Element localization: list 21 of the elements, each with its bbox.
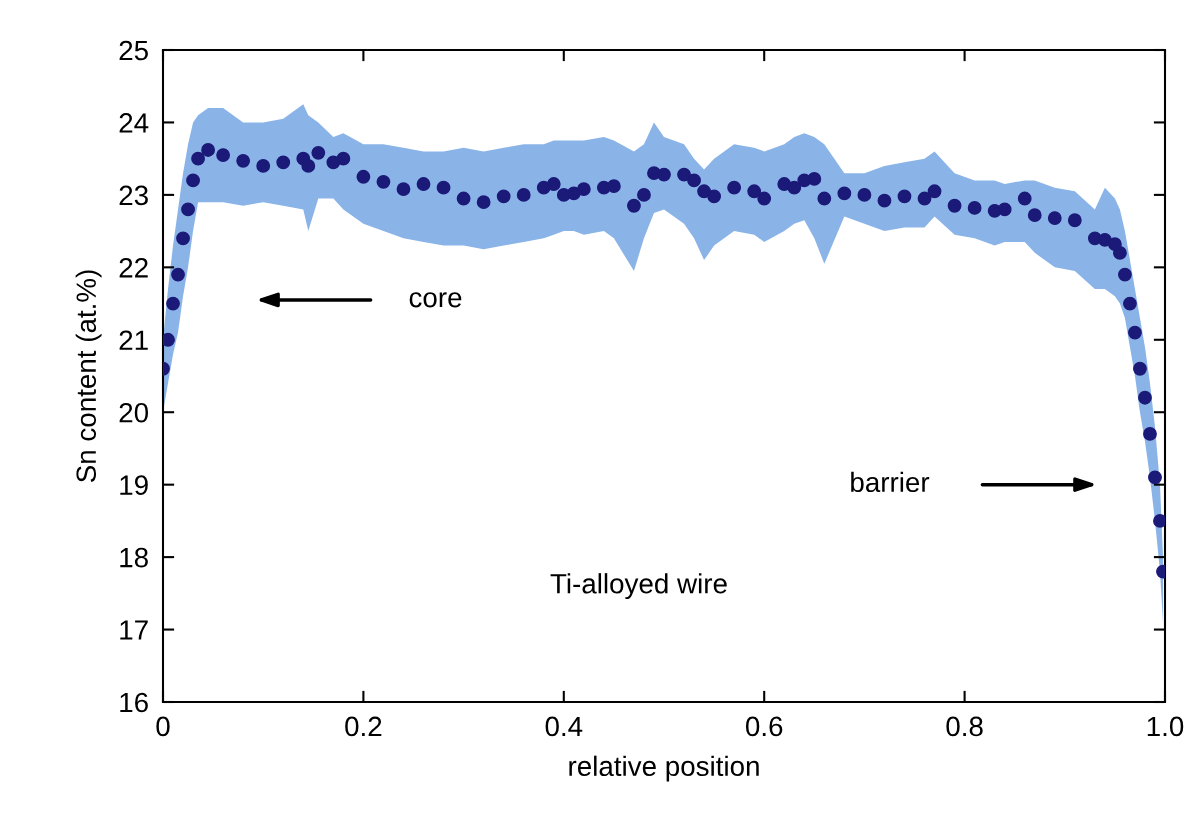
y-tick-label: 17 bbox=[120, 620, 148, 640]
x-tick-label: 0.2 bbox=[345, 716, 382, 737]
x-tick-label: 0.6 bbox=[745, 716, 783, 737]
y-tick-label: 18 bbox=[120, 547, 148, 568]
y-tick-label: 24 bbox=[119, 113, 149, 133]
x-tick-label: 0 bbox=[156, 716, 170, 737]
y-tick-label: 16 bbox=[120, 692, 148, 713]
x-tick-label: 1.0 bbox=[1147, 716, 1184, 737]
y-tick-label: 25 bbox=[119, 40, 148, 61]
x-tick-label: 0.8 bbox=[946, 716, 983, 737]
y-tick-label: 20 bbox=[119, 402, 149, 423]
annotation: core bbox=[409, 292, 462, 308]
x-axis-title: relative position bbox=[569, 755, 759, 782]
y-tick-label: 22 bbox=[119, 258, 148, 278]
annotation: barrier bbox=[851, 471, 930, 493]
annotation: Ti-alloyed wire bbox=[550, 573, 727, 600]
y-axis-title: Sn content (at.%) bbox=[75, 270, 102, 483]
x-tick-label: 0.4 bbox=[545, 716, 583, 737]
y-tick-label: 23 bbox=[119, 185, 148, 206]
y-tick-label: 19 bbox=[120, 475, 148, 496]
y-tick-label: 21 bbox=[119, 330, 148, 350]
